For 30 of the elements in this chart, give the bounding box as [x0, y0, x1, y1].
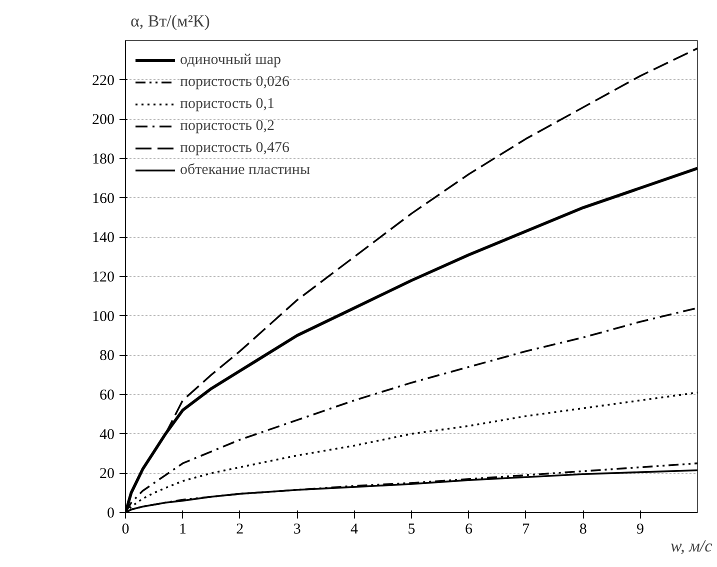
legend-label: пористость 0,026	[180, 74, 290, 90]
x-tick-label: 6	[464, 522, 473, 538]
x-tick-label: 4	[350, 522, 359, 538]
x-tick-label: 5	[408, 522, 416, 538]
x-tick-label: 8	[579, 522, 587, 538]
legend-label: одиночный шар	[180, 52, 282, 68]
x-tick-label: 9	[636, 522, 644, 538]
x-tick-label: 1	[178, 522, 186, 538]
y-tick-label: 220	[92, 72, 114, 89]
x-tick-label: 3	[293, 522, 301, 538]
y-tick-label: 180	[92, 152, 114, 168]
y-tick-label: 200	[92, 112, 114, 128]
y-tick-label: 100	[92, 308, 114, 325]
y-tick-label: 140	[92, 230, 114, 246]
x-tick-label: 0	[122, 522, 130, 538]
legend-label: обтекание пластины	[180, 162, 310, 178]
y-tick-label: 80	[100, 348, 114, 364]
y-tick-label: 120	[92, 270, 114, 286]
legend-label: пористость 0,476	[180, 140, 290, 156]
y-tick-label: 160	[92, 190, 114, 207]
x-tick-label: 7	[522, 522, 530, 538]
legend-label: пористость 0,1	[180, 96, 274, 112]
y-axis-title: α, Вт/(м²К)	[130, 12, 210, 30]
y-tick-label: 60	[100, 388, 114, 404]
x-tick-label: 2	[236, 522, 244, 538]
legend-label: пористость 0,2	[180, 118, 274, 134]
y-tick-label: 40	[100, 426, 114, 443]
y-tick-label: 20	[100, 466, 114, 482]
y-tick-label: 0	[107, 506, 114, 522]
x-axis-title: w, м/с	[670, 536, 713, 556]
